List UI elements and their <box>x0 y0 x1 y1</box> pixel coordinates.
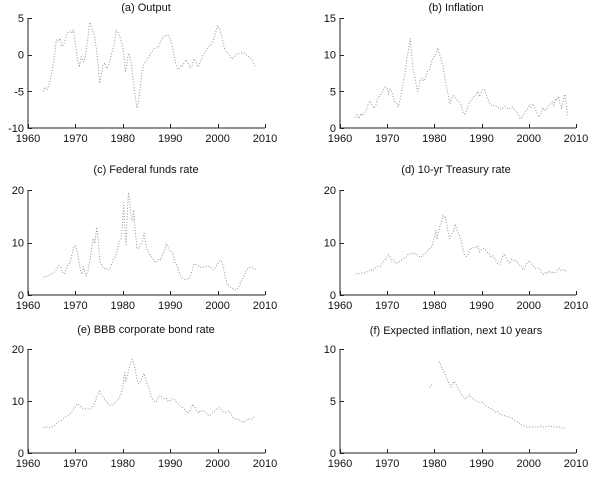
x-tick-label: 1970 <box>63 458 87 470</box>
x-tick-label: 1960 <box>328 458 352 470</box>
y-tick-label: 0 <box>18 50 24 62</box>
x-tick-label: 1990 <box>469 300 493 312</box>
x-tick-label: 1960 <box>16 458 40 470</box>
x-tick-label: 1990 <box>469 133 493 145</box>
axes <box>339 18 576 129</box>
x-tick-label: 1970 <box>63 300 87 312</box>
y-tick-label: 10 <box>324 50 336 62</box>
y-tick-label: 20 <box>12 185 24 197</box>
x-tick-label: 2000 <box>517 458 541 470</box>
axes <box>339 349 576 454</box>
x-tick-label: 2010 <box>253 458 277 470</box>
x-tick-label: 1990 <box>158 458 182 470</box>
subplot-e: 1960 1970 1980 1990 2000 2010 0 10 20 <box>12 344 277 470</box>
subplot-b-title: (b) Inflation <box>428 2 484 14</box>
y-tick-label: 10 <box>324 344 336 356</box>
x-tick-label: 1980 <box>111 133 135 145</box>
x-tick-label: 1970 <box>375 300 399 312</box>
y-tick-label: 0 <box>18 290 24 302</box>
series-line-bbb-corporate-bond-rate <box>43 358 256 428</box>
x-tick-label: 2010 <box>564 300 588 312</box>
subplot-f-title: (f) Expected inflation, next 10 years <box>369 325 543 337</box>
y-tick-label: 0 <box>18 448 24 460</box>
series-line-treasury-10yr-rate <box>355 214 568 275</box>
x-tick-label: 1990 <box>469 458 493 470</box>
x-tick-label: 1960 <box>328 300 352 312</box>
series-line-inflation <box>354 38 568 120</box>
y-tick-label: 20 <box>324 185 336 197</box>
x-tick-label: 1970 <box>375 133 399 145</box>
subplot-b: 1960 1970 1980 1990 2000 2010 0 5 10 15 <box>324 13 588 145</box>
axes <box>339 190 576 296</box>
x-tick-label: 1980 <box>111 458 135 470</box>
x-tick-label: 1960 <box>328 133 352 145</box>
x-tick-label: 1980 <box>422 300 446 312</box>
subplot-c: 1960 1970 1980 1990 2000 2010 0 10 20 <box>12 185 277 312</box>
axes <box>27 18 265 129</box>
x-tick-label: 2000 <box>205 133 229 145</box>
y-tick-label: 0 <box>330 123 336 135</box>
x-tick-label: 1970 <box>375 458 399 470</box>
axes <box>27 190 265 296</box>
y-tick-label: 5 <box>330 86 336 98</box>
x-tick-label: 1960 <box>16 133 40 145</box>
x-tick-label: 1980 <box>111 300 135 312</box>
series-line-federal-funds-rate <box>43 192 256 291</box>
y-tick-label: 5 <box>330 396 336 408</box>
x-tick-label: 2010 <box>564 133 588 145</box>
y-tick-label: 5 <box>18 13 24 25</box>
subplot-c-title: (c) Federal funds rate <box>93 164 199 176</box>
subplot-e-title: (e) BBB corporate bond rate <box>77 324 215 336</box>
x-tick-label: 1990 <box>158 133 182 145</box>
y-tick-label: 10 <box>12 238 24 250</box>
x-tick-label: 1980 <box>422 133 446 145</box>
y-tick-label: 0 <box>330 290 336 302</box>
y-tick-label: -5 <box>14 86 24 98</box>
x-tick-label: 1990 <box>158 300 182 312</box>
subplot-f: 1960 1970 1980 1990 2000 2010 0 5 10 <box>324 344 588 470</box>
x-tick-label: 2010 <box>253 300 277 312</box>
y-tick-label: -10 <box>8 123 24 135</box>
subplot-a-title: (a) Output <box>121 2 171 14</box>
x-tick-label: 2000 <box>517 133 541 145</box>
x-tick-label: 2000 <box>517 300 541 312</box>
x-tick-label: 1960 <box>16 300 40 312</box>
x-tick-label: 1970 <box>63 133 87 145</box>
subplot-d-title: (d) 10-yr Treasury rate <box>401 164 511 176</box>
x-tick-label: 2000 <box>205 458 229 470</box>
x-tick-label: 2010 <box>253 133 277 145</box>
y-tick-label: 10 <box>324 238 336 250</box>
y-tick-label: 20 <box>12 344 24 356</box>
subplot-d: 1960 1970 1980 1990 2000 2010 0 10 20 <box>324 185 588 312</box>
axes <box>27 349 265 454</box>
y-tick-label: 10 <box>12 396 24 408</box>
x-tick-label: 1980 <box>422 458 446 470</box>
series-line-expected-inflation <box>438 361 567 429</box>
subplot-a: 1960 1970 1980 1990 2000 2010 -10 -5 0 5 <box>8 13 277 145</box>
y-tick-label: 0 <box>330 448 336 460</box>
x-tick-label: 2000 <box>205 300 229 312</box>
x-tick-label: 2010 <box>564 458 588 470</box>
y-tick-label: 15 <box>324 13 336 25</box>
series-line-expected-inflation-early-segment <box>428 384 433 388</box>
series-line-output <box>42 21 256 109</box>
